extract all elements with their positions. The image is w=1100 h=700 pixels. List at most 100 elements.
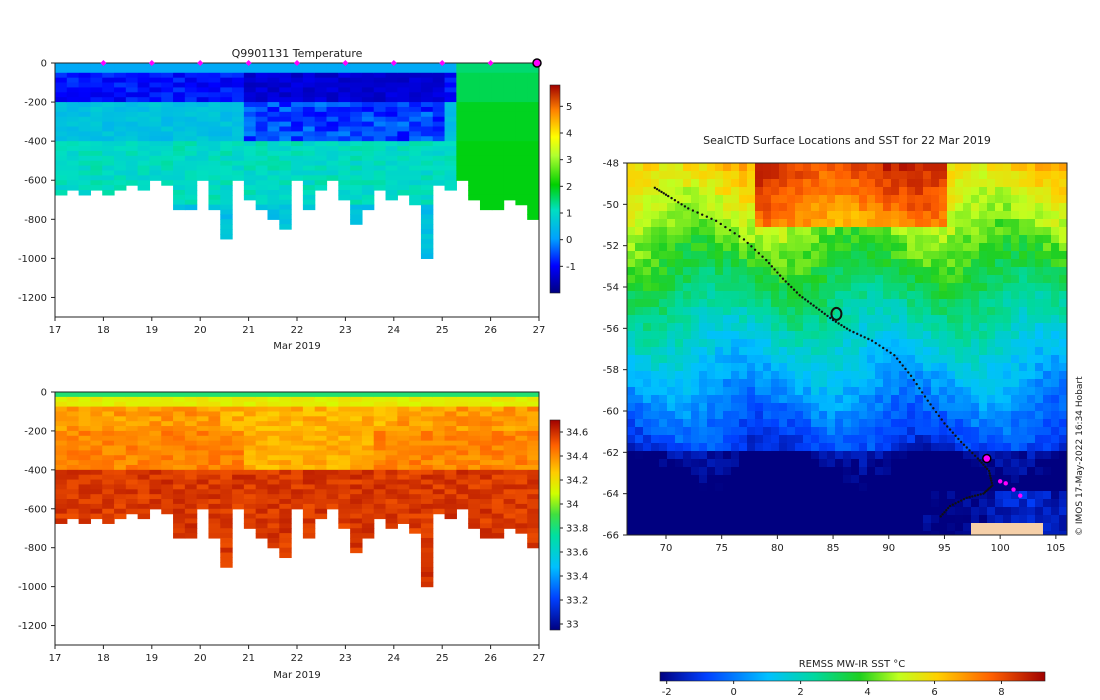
sst-cell	[987, 259, 996, 268]
sst-cell	[843, 259, 852, 268]
salinity-cell	[220, 503, 233, 510]
sst-cell	[851, 323, 860, 332]
y-tick-label: -600	[24, 176, 47, 187]
salinity-cell	[66, 455, 80, 461]
salinity-cell	[184, 523, 198, 529]
sst-cell	[683, 195, 692, 204]
sst-cell	[835, 427, 844, 436]
salinity-cell	[326, 416, 339, 422]
sst-cell	[683, 347, 692, 356]
sst-cell	[667, 219, 676, 228]
sst-cell	[739, 219, 748, 228]
temperature-cell	[479, 136, 493, 142]
salinity-cell	[373, 421, 387, 427]
sst-cell	[947, 203, 956, 212]
salinity-cell	[291, 426, 304, 432]
temperature-cell	[220, 63, 233, 69]
sst-cell	[963, 355, 972, 364]
salinity-cell	[527, 392, 539, 398]
temperature-cell	[279, 141, 292, 147]
sst-cell	[779, 315, 788, 324]
sst-cell	[651, 483, 660, 492]
temperature-cell	[420, 146, 434, 152]
temperature-cell	[456, 131, 469, 137]
sst-cell	[835, 395, 844, 404]
temperature-cell	[373, 185, 387, 191]
salinity-cell	[515, 416, 528, 422]
sst-cell	[699, 315, 708, 324]
salinity-cell	[255, 484, 269, 490]
temperature-cell	[350, 72, 363, 79]
temperature-cell	[515, 116, 528, 123]
temperature-cell	[420, 190, 434, 196]
sst-cell	[955, 163, 964, 172]
sst-cell	[971, 347, 980, 356]
sst-cell	[1043, 203, 1052, 212]
salinity-cell	[302, 440, 316, 447]
sst-cell	[763, 283, 772, 292]
sst-cell	[803, 171, 812, 180]
temperature-cell	[220, 224, 233, 230]
salinity-cell	[326, 499, 339, 505]
sst-cell	[811, 491, 820, 500]
sst-cell	[851, 163, 860, 172]
temperature-cell	[397, 102, 410, 108]
temperature-cell	[397, 126, 410, 132]
temperature-cell	[102, 131, 115, 137]
sst-cell	[731, 363, 740, 372]
sst-cell	[779, 203, 788, 212]
sst-cell	[643, 211, 652, 220]
sst-cell	[1027, 411, 1036, 420]
temperature-cell	[66, 165, 80, 172]
sst-cell	[931, 443, 940, 452]
sst-cell	[1051, 267, 1060, 276]
salinity-cell	[456, 411, 469, 417]
temperature-cell	[302, 67, 316, 74]
salinity-cell	[468, 464, 481, 471]
salinity-cell	[173, 440, 186, 447]
profile-marker	[294, 60, 300, 66]
salinity-cell	[220, 455, 233, 461]
sst-cell	[763, 411, 772, 420]
sst-cell	[843, 483, 852, 492]
sst-cell	[827, 451, 836, 460]
sst-cell	[875, 411, 884, 420]
sst-cell	[963, 267, 972, 276]
temperature-cell	[361, 170, 375, 176]
sst-cell	[771, 163, 780, 172]
salinity-cell	[302, 464, 316, 471]
temperature-cell	[479, 97, 493, 103]
x-tick-label: 27	[533, 653, 546, 664]
sst-cell	[643, 235, 652, 244]
salinity-cell	[385, 411, 398, 417]
temperature-cell	[456, 160, 469, 167]
sst-cell	[747, 475, 756, 484]
sst-cell	[987, 411, 996, 420]
sst-cell	[867, 339, 876, 348]
sst-cell	[1059, 179, 1067, 188]
sst-cell	[851, 243, 860, 252]
sst-cell	[947, 163, 956, 172]
sst-cell	[627, 251, 636, 260]
sst-cell	[963, 299, 972, 308]
sst-cell	[1003, 411, 1012, 420]
salinity-cell	[432, 460, 446, 466]
sst-cell	[819, 339, 828, 348]
salinity-cell	[55, 479, 68, 486]
salinity-cell	[479, 518, 493, 524]
sst-cell	[867, 347, 876, 356]
salinity-cell	[527, 450, 539, 456]
sst-cell	[947, 299, 956, 308]
sst-cell	[995, 475, 1004, 484]
salinity-cell	[149, 445, 162, 451]
sst-cell	[1059, 251, 1067, 260]
sst-cell	[635, 307, 644, 316]
temperature-cell	[125, 77, 139, 84]
sst-cell	[907, 259, 916, 268]
sst-cell	[1043, 163, 1052, 172]
temperature-cell	[479, 155, 493, 162]
salinity-cell	[420, 489, 434, 495]
sst-cell	[899, 235, 908, 244]
temperature-cell	[208, 106, 221, 113]
sst-cell	[907, 355, 916, 364]
